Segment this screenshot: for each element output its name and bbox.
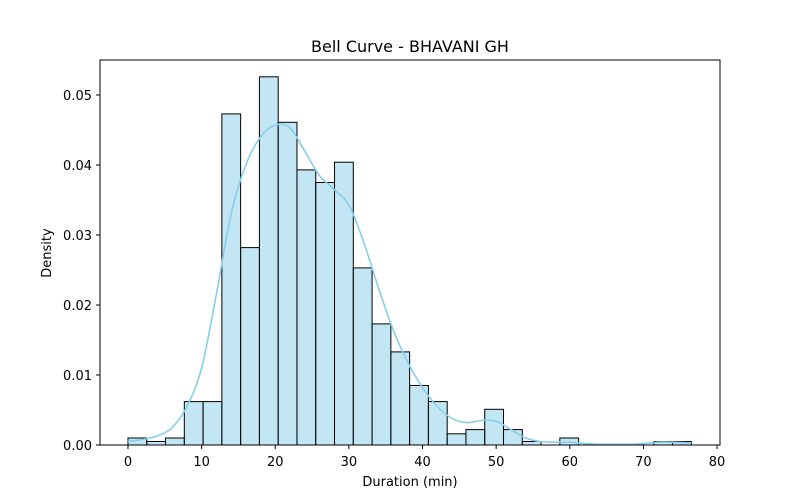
histogram-bar-6 xyxy=(240,247,260,446)
histogram-bar-10 xyxy=(315,182,336,446)
y-tick-label: 0.03 xyxy=(63,229,92,244)
x-tick-label: 30 xyxy=(341,455,358,470)
y-axis-title: Density xyxy=(40,228,55,278)
x-tick-label: 60 xyxy=(562,455,579,470)
histogram-bar-2 xyxy=(165,437,185,446)
histogram-bar-21 xyxy=(521,441,542,446)
histogram-bar-8 xyxy=(277,121,298,446)
y-tick-label: 0.05 xyxy=(63,89,92,104)
histogram-bar-20 xyxy=(503,429,523,446)
histogram-bar-3 xyxy=(183,401,204,446)
y-axis-ticks: 0.00 0.01 0.02 0.03 0.04 0.05 xyxy=(63,89,100,454)
x-axis-title: Duration (min) xyxy=(362,475,457,490)
x-tick-label: 70 xyxy=(635,455,652,470)
histogram-bar-4 xyxy=(202,401,223,446)
kde-curve-group xyxy=(127,123,692,446)
kde-curve xyxy=(127,123,692,446)
histogram-bar-17 xyxy=(446,433,467,446)
x-tick-label: 50 xyxy=(488,455,505,470)
plot-frame xyxy=(99,59,721,446)
histogram-bar-19 xyxy=(484,408,505,446)
histogram-bar-13 xyxy=(371,323,392,446)
x-tick-label: 80 xyxy=(709,455,726,470)
histogram-bar-15 xyxy=(409,385,429,446)
x-tick-label: 10 xyxy=(193,455,210,470)
x-tick-label: 20 xyxy=(267,455,284,470)
histogram-bar-11 xyxy=(334,161,354,446)
y-tick-label: 0.00 xyxy=(63,439,92,454)
histogram-bar-5 xyxy=(221,113,242,446)
x-tick-label: 0 xyxy=(124,455,132,470)
histogram-bar-14 xyxy=(390,351,411,446)
x-tick-label: 40 xyxy=(414,455,431,470)
y-tick-label: 0.02 xyxy=(63,299,92,314)
histogram-bar-9 xyxy=(296,169,317,446)
chart-title: Bell Curve - BHAVANI GH xyxy=(311,37,509,56)
histogram-bar-18 xyxy=(465,429,486,446)
histogram-bar-12 xyxy=(352,267,373,446)
histogram-bar-7 xyxy=(258,76,279,446)
x-axis-ticks: 0 10 20 30 40 50 60 70 80 xyxy=(124,445,725,470)
y-tick-label: 0.01 xyxy=(63,369,92,384)
y-tick-label: 0.04 xyxy=(63,159,92,174)
histogram-bar-1 xyxy=(146,441,167,446)
